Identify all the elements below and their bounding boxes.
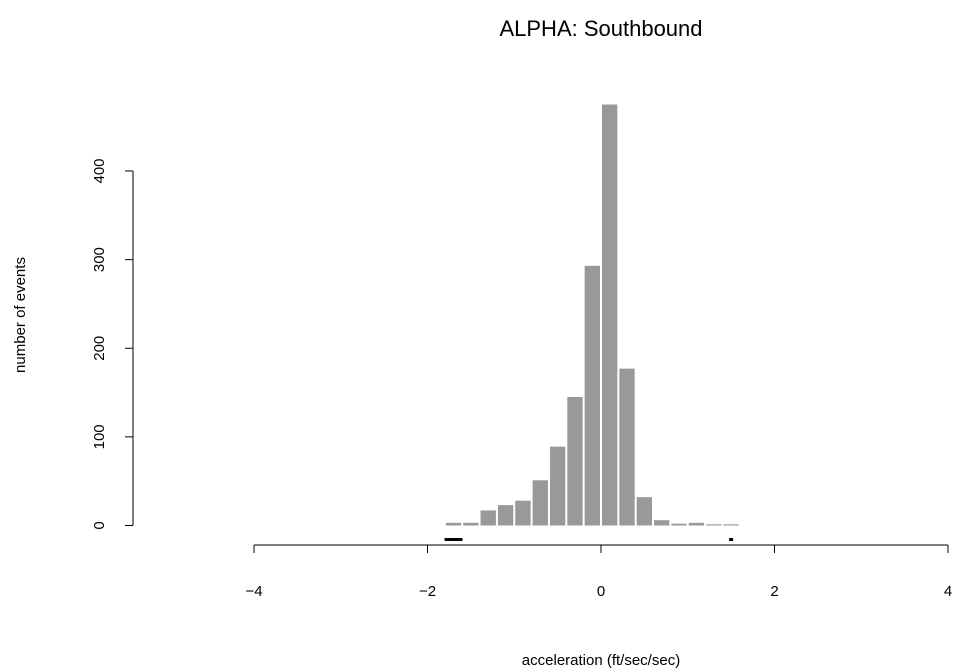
histogram-bar bbox=[723, 524, 739, 526]
histogram-bar bbox=[654, 520, 670, 526]
x-axis-label: acceleration (ft/sec/sec) bbox=[522, 652, 680, 669]
histogram-bars bbox=[445, 104, 739, 526]
rug-mark bbox=[458, 538, 463, 541]
histogram-bar bbox=[515, 500, 531, 526]
histogram-bar bbox=[584, 265, 600, 526]
y-tick-label: 0 bbox=[91, 521, 108, 529]
rug-mark bbox=[451, 538, 456, 541]
histogram-bar bbox=[602, 104, 618, 526]
histogram-bar bbox=[549, 446, 566, 526]
histogram-bar bbox=[688, 522, 705, 526]
rug-mark bbox=[444, 538, 449, 541]
x-tick-label: 0 bbox=[597, 583, 605, 600]
rug-mark bbox=[729, 538, 734, 541]
x-axis: −4 −2 0 2 4 bbox=[245, 544, 952, 600]
rug-marks bbox=[444, 538, 734, 541]
x-tick-label: −2 bbox=[419, 583, 436, 600]
histogram-bar bbox=[636, 497, 653, 526]
x-tick-label: −4 bbox=[245, 583, 262, 600]
x-tick-label: 2 bbox=[770, 583, 778, 600]
y-tick-label: 200 bbox=[91, 336, 108, 361]
histogram-bar bbox=[480, 510, 496, 526]
y-axis: 0 100 200 300 400 bbox=[91, 158, 134, 530]
histogram-bar bbox=[445, 522, 462, 526]
histogram-bar bbox=[463, 522, 479, 526]
histogram-bar bbox=[497, 505, 514, 526]
x-tick-label: 4 bbox=[944, 583, 952, 600]
y-tick-label: 100 bbox=[91, 424, 108, 449]
chart-title: ALPHA: Southbound bbox=[499, 16, 702, 41]
y-tick-label: 300 bbox=[91, 247, 108, 272]
y-tick-label: 400 bbox=[91, 158, 108, 183]
histogram-bar bbox=[619, 368, 635, 526]
histogram-bar bbox=[567, 396, 583, 526]
histogram-bar bbox=[706, 524, 722, 526]
rug-mark bbox=[448, 538, 453, 541]
histogram-bar bbox=[532, 480, 548, 526]
rug-mark bbox=[454, 538, 459, 541]
histogram-bar bbox=[671, 523, 687, 526]
y-axis-label: number of events bbox=[12, 257, 29, 373]
